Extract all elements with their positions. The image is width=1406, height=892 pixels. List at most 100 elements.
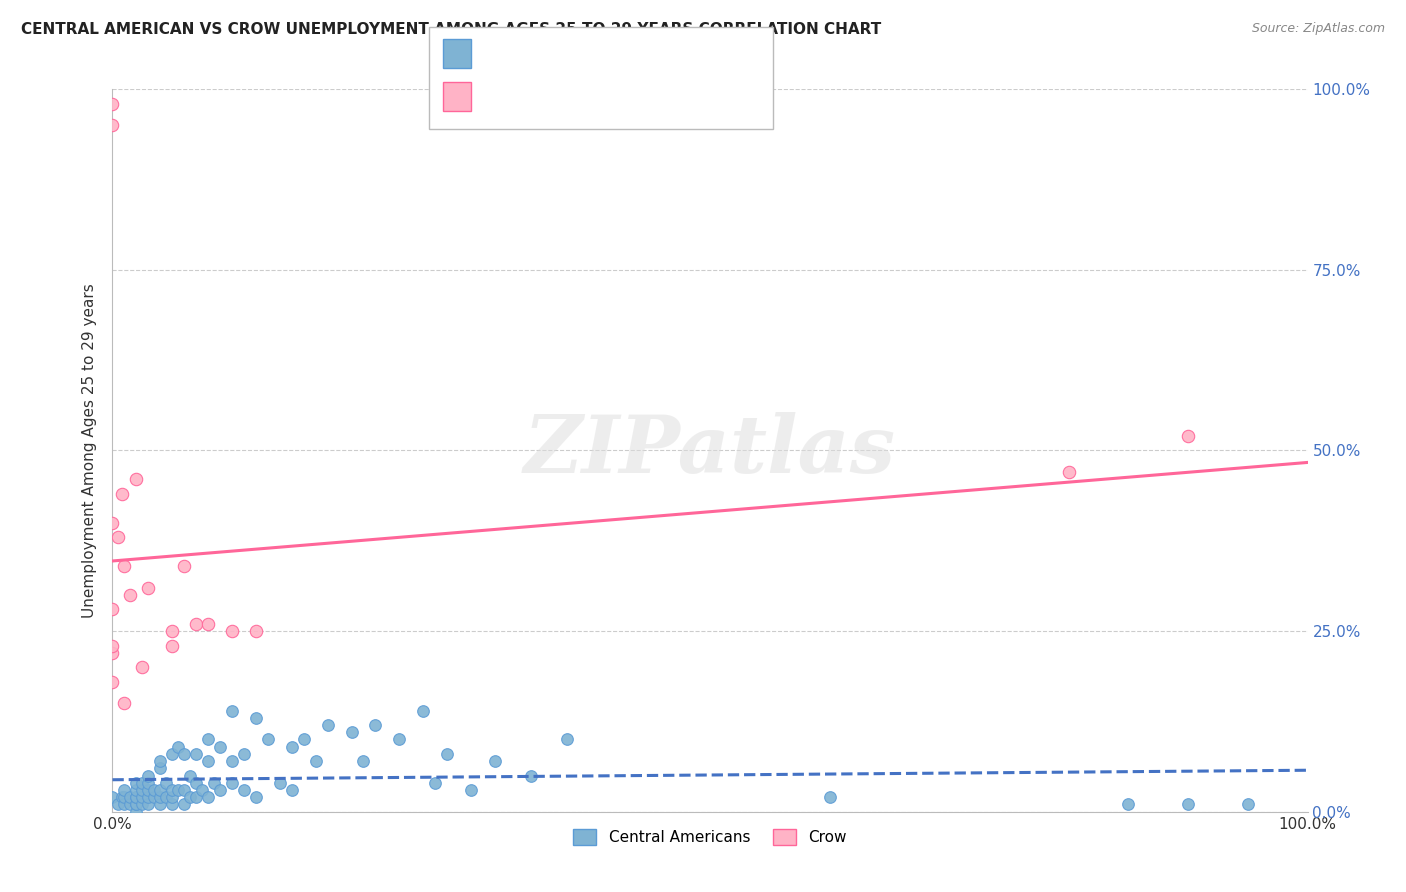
Point xyxy=(388,732,411,747)
Point xyxy=(1177,429,1199,443)
Point xyxy=(221,776,243,790)
Point xyxy=(352,754,374,768)
Point xyxy=(107,530,129,544)
Point xyxy=(162,624,183,639)
Point xyxy=(114,783,135,797)
Point xyxy=(460,783,482,797)
Text: 24: 24 xyxy=(644,89,666,103)
Point xyxy=(125,797,148,812)
Point xyxy=(125,776,148,790)
Point xyxy=(197,790,219,805)
Point xyxy=(484,754,506,768)
Point xyxy=(138,790,160,805)
Point xyxy=(114,559,135,574)
Point xyxy=(245,790,267,805)
Point xyxy=(1118,797,1140,812)
Point xyxy=(120,588,142,602)
Point xyxy=(1237,797,1260,812)
Point xyxy=(143,783,166,797)
Point xyxy=(555,732,578,747)
Point xyxy=(125,805,148,819)
Point xyxy=(131,776,153,790)
Point xyxy=(186,747,208,761)
Text: R =: R = xyxy=(482,89,517,103)
Point xyxy=(101,96,124,111)
Point xyxy=(131,660,153,674)
Legend: Central Americans, Crow: Central Americans, Crow xyxy=(568,822,852,851)
Point xyxy=(233,783,256,797)
Point xyxy=(173,559,195,574)
Point xyxy=(131,783,153,797)
Point xyxy=(197,754,219,768)
Point xyxy=(111,487,134,501)
Y-axis label: Unemployment Among Ages 25 to 29 years: Unemployment Among Ages 25 to 29 years xyxy=(82,283,97,618)
Point xyxy=(173,747,195,761)
Point xyxy=(364,718,387,732)
Text: CENTRAL AMERICAN VS CROW UNEMPLOYMENT AMONG AGES 25 TO 29 YEARS CORRELATION CHAR: CENTRAL AMERICAN VS CROW UNEMPLOYMENT AM… xyxy=(21,22,882,37)
Point xyxy=(149,761,172,775)
Point xyxy=(107,797,129,812)
Point xyxy=(162,790,183,805)
Point xyxy=(149,797,172,812)
Point xyxy=(221,624,243,639)
Point xyxy=(197,616,219,631)
Point xyxy=(340,725,363,739)
Point xyxy=(131,790,153,805)
Point xyxy=(221,754,243,768)
Point xyxy=(114,797,135,812)
Point xyxy=(186,776,208,790)
Point xyxy=(162,797,183,812)
Point xyxy=(162,639,183,653)
Point xyxy=(436,747,458,761)
Point xyxy=(138,769,160,783)
Point xyxy=(101,516,124,530)
Point xyxy=(138,776,160,790)
Point xyxy=(155,790,177,805)
Point xyxy=(202,776,225,790)
Point xyxy=(425,776,447,790)
Text: N =: N = xyxy=(598,46,634,61)
Point xyxy=(125,472,148,486)
Point xyxy=(281,783,304,797)
Point xyxy=(149,783,172,797)
Point xyxy=(305,754,328,768)
Point xyxy=(186,616,208,631)
Point xyxy=(138,797,160,812)
Point xyxy=(245,711,267,725)
Point xyxy=(101,674,124,689)
Text: N =: N = xyxy=(598,89,634,103)
Point xyxy=(520,769,543,783)
Point xyxy=(155,776,177,790)
Point xyxy=(173,797,195,812)
Point xyxy=(125,783,148,797)
Point xyxy=(197,732,219,747)
Point xyxy=(162,747,183,761)
Point xyxy=(209,783,232,797)
Point xyxy=(316,718,339,732)
Point xyxy=(114,790,135,805)
Point xyxy=(412,704,434,718)
Text: -0.017: -0.017 xyxy=(529,46,586,61)
Point xyxy=(111,790,134,805)
Point xyxy=(269,776,291,790)
Point xyxy=(1057,465,1080,479)
Point xyxy=(101,790,124,805)
Point xyxy=(101,646,124,660)
Text: 0.070: 0.070 xyxy=(529,89,585,103)
Text: ZIPatlas: ZIPatlas xyxy=(524,412,896,489)
Point xyxy=(233,747,256,761)
Point xyxy=(101,602,124,616)
Point xyxy=(114,696,135,710)
Point xyxy=(221,704,243,718)
Text: 83: 83 xyxy=(644,46,666,61)
Point xyxy=(125,797,148,812)
Point xyxy=(173,783,195,797)
Text: R =: R = xyxy=(482,46,517,61)
Point xyxy=(101,119,124,133)
Point xyxy=(167,739,190,754)
Point xyxy=(120,797,142,812)
Point xyxy=(149,790,172,805)
Point xyxy=(162,783,183,797)
Point xyxy=(138,783,160,797)
Point xyxy=(101,639,124,653)
